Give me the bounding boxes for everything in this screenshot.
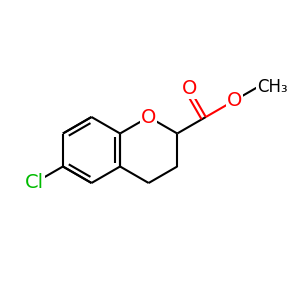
Text: Cl: Cl	[25, 173, 44, 193]
Text: CH₃: CH₃	[257, 78, 288, 96]
Text: O: O	[182, 79, 197, 98]
Text: O: O	[227, 91, 242, 110]
Text: O: O	[141, 107, 156, 127]
